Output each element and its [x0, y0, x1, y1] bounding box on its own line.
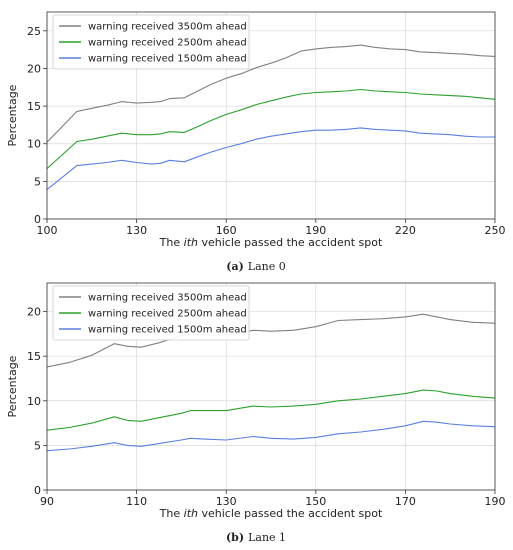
- chart-b-x-axis-label-pre: The: [159, 507, 184, 520]
- chart-b-legend-label-2: warning received 2500m ahead: [88, 309, 247, 320]
- chart-lane-0: 100 130 160 190 220 250 0 5 10 15 20 25 warning rec…: [6, 11, 506, 273]
- chart-a-y-tick-label: 15: [27, 100, 41, 113]
- chart-a-x-tick-label: 130: [126, 224, 147, 237]
- chart-b-x-tick-label: 190: [485, 495, 506, 508]
- chart-a-y-tick-label: 25: [27, 25, 41, 38]
- chart-b-legend-label-1: warning received 3500m ahead: [88, 293, 247, 304]
- chart-b-x-tick-label: 150: [305, 495, 326, 508]
- chart-a-series-line-2: [46, 88, 496, 170]
- chart-b-y-axis-label: Percentage: [6, 355, 19, 417]
- chart-a-series-line-1: [46, 44, 496, 143]
- chart-a-x-axis-label: The ith vehicle passed the accident spot: [159, 236, 383, 249]
- chart-b-x-tick-label: 130: [216, 495, 237, 508]
- chart-b-y-tick-label: 10: [27, 395, 41, 408]
- chart-b-x-axis-label-post: vehicle passed the accident spot: [198, 507, 383, 520]
- chart-b-caption-tag: (b): [226, 531, 244, 544]
- chart-a-x-tick-label: 190: [305, 224, 326, 237]
- chart-b-x-tick-label: 110: [126, 495, 147, 508]
- chart-a-ticks: 100 130 160 190 220 250 0 5 10 15 20 25: [27, 25, 506, 237]
- chart-a-legend-label-1: warning received 3500m ahead: [88, 22, 247, 33]
- chart-lane-1: 90 110 130 150 170 190 0 5 10 15 20 warning receiv…: [6, 282, 506, 544]
- chart-b-y-tick-label: 5: [34, 439, 41, 452]
- chart-a-y-tick-label: 0: [34, 213, 41, 226]
- chart-a-x-tick-label: 160: [216, 224, 237, 237]
- chart-a-y-tick-label: 10: [27, 138, 41, 151]
- chart-a-caption: (a) Lane 0: [226, 260, 286, 273]
- chart-b-series-line-3: [46, 420, 496, 452]
- chart-b-legend-label-3: warning received 1500m ahead: [88, 325, 247, 336]
- chart-b-caption-text: Lane 1: [248, 531, 286, 544]
- chart-b-plot-frame: [46, 282, 496, 491]
- chart-a-legend-label-2: warning received 2500m ahead: [88, 38, 247, 49]
- chart-b-x-tick-label: 90: [40, 495, 54, 508]
- chart-a-x-tick-label: 100: [37, 224, 58, 237]
- chart-a-legend: warning received 3500m ahead warning rece…: [52, 14, 250, 70]
- chart-a-x-axis-label-post: vehicle passed the accident spot: [198, 236, 383, 249]
- chart-b-legend-box: [52, 285, 250, 341]
- chart-b-x-axis-label: The ith vehicle passed the accident spot: [159, 507, 383, 520]
- chart-b-x-tick-label: 170: [395, 495, 416, 508]
- chart-b-legend: warning received 3500m ahead warning rece…: [52, 285, 250, 341]
- chart-a-y-tick-label: 20: [27, 62, 41, 75]
- chart-a-legend-box: [52, 14, 250, 70]
- chart-b-y-tick-label: 0: [34, 484, 41, 497]
- chart-b-ticks: 90 110 130 150 170 190 0 5 10 15 20: [27, 306, 506, 508]
- chart-a-plot-frame: [46, 11, 496, 220]
- chart-a-caption-text: Lane 0: [248, 260, 286, 273]
- chart-a-x-axis-label-italic: ith: [184, 236, 198, 249]
- chart-a-x-tick-label: 220: [395, 224, 416, 237]
- chart-b-series: [46, 313, 496, 452]
- chart-a-caption-tag: (a): [226, 260, 244, 273]
- chart-a-legend-label-3: warning received 1500m ahead: [88, 54, 247, 65]
- chart-b-series-line-1: [46, 313, 496, 368]
- chart-b-y-tick-label: 15: [27, 350, 41, 363]
- chart-a-series: [46, 44, 496, 191]
- chart-b-x-axis-label-italic: ith: [184, 507, 198, 520]
- chart-a-x-tick-label: 250: [485, 224, 506, 237]
- chart-b-series-line-2: [46, 389, 496, 431]
- chart-a-series-line-3: [46, 127, 495, 191]
- chart-b-y-tick-label: 20: [27, 306, 41, 319]
- chart-a-y-axis-label: Percentage: [6, 84, 19, 146]
- chart-a-x-axis-label-pre: The: [159, 236, 184, 249]
- chart-b-caption: (b) Lane 1: [226, 531, 286, 544]
- chart-a-y-tick-label: 5: [34, 175, 41, 188]
